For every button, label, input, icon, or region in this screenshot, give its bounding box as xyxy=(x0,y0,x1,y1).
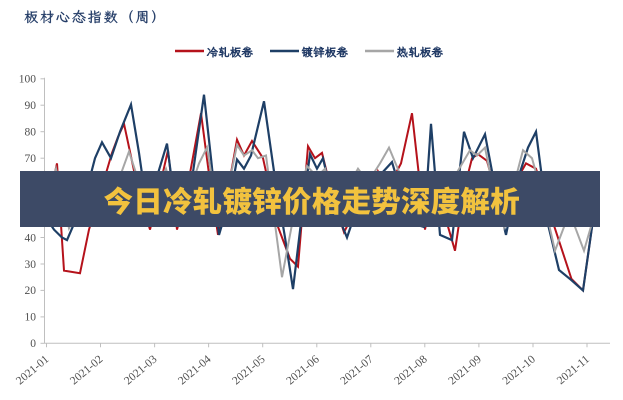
svg-text:100: 100 xyxy=(19,74,37,86)
svg-text:40: 40 xyxy=(25,232,37,244)
svg-text:70: 70 xyxy=(25,153,37,165)
svg-text:80: 80 xyxy=(25,127,37,139)
svg-text:90: 90 xyxy=(25,100,37,112)
svg-text:30: 30 xyxy=(25,259,37,271)
svg-text:0: 0 xyxy=(30,338,36,350)
svg-text:10: 10 xyxy=(25,312,37,324)
svg-text:20: 20 xyxy=(25,285,37,297)
